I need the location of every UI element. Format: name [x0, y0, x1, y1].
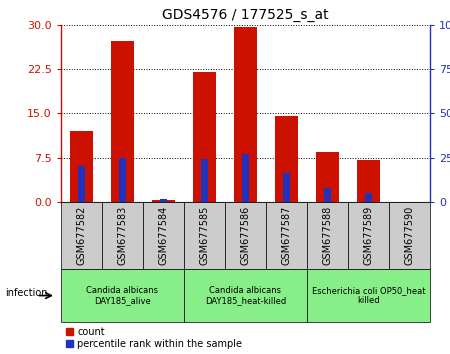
Bar — [193, 72, 216, 202]
Text: Candida albicans
DAY185_heat-killed: Candida albicans DAY185_heat-killed — [205, 286, 286, 305]
Text: Escherichia coli OP50_heat
killed: Escherichia coli OP50_heat killed — [311, 286, 425, 305]
Bar — [152, 200, 175, 202]
Bar — [70, 131, 93, 202]
Text: GSM677589: GSM677589 — [363, 206, 373, 265]
Bar — [275, 116, 297, 202]
Bar — [364, 193, 372, 202]
Text: GSM677582: GSM677582 — [76, 206, 86, 265]
Text: GSM677587: GSM677587 — [281, 206, 291, 265]
Text: GSM677584: GSM677584 — [158, 206, 168, 265]
Text: GSM677585: GSM677585 — [199, 206, 209, 265]
Bar — [143, 202, 184, 269]
Bar — [234, 27, 256, 202]
Bar — [61, 269, 184, 322]
Text: GSM677586: GSM677586 — [240, 206, 250, 265]
Bar — [307, 269, 430, 322]
Text: GSM677583: GSM677583 — [117, 206, 127, 265]
Bar — [184, 269, 307, 322]
Bar — [389, 202, 430, 269]
Text: infection: infection — [5, 288, 47, 298]
Text: GSM677590: GSM677590 — [404, 206, 414, 265]
Bar — [283, 173, 290, 202]
Bar — [61, 202, 102, 269]
Bar — [316, 152, 338, 202]
Bar — [348, 202, 389, 269]
Bar — [102, 202, 143, 269]
Bar — [118, 158, 126, 202]
Text: GSM677588: GSM677588 — [322, 206, 332, 265]
Title: GDS4576 / 177525_s_at: GDS4576 / 177525_s_at — [162, 8, 328, 22]
Bar — [324, 188, 331, 202]
Text: Candida albicans
DAY185_alive: Candida albicans DAY185_alive — [86, 286, 158, 305]
Legend: count, percentile rank within the sample: count, percentile rank within the sample — [66, 327, 242, 349]
Bar — [77, 166, 85, 202]
Bar — [242, 154, 249, 202]
Bar — [307, 202, 348, 269]
Bar — [201, 159, 208, 202]
Bar — [266, 202, 307, 269]
Bar — [160, 199, 167, 202]
Bar — [225, 202, 266, 269]
Bar — [357, 160, 379, 202]
Bar — [184, 202, 225, 269]
Bar — [111, 41, 134, 202]
